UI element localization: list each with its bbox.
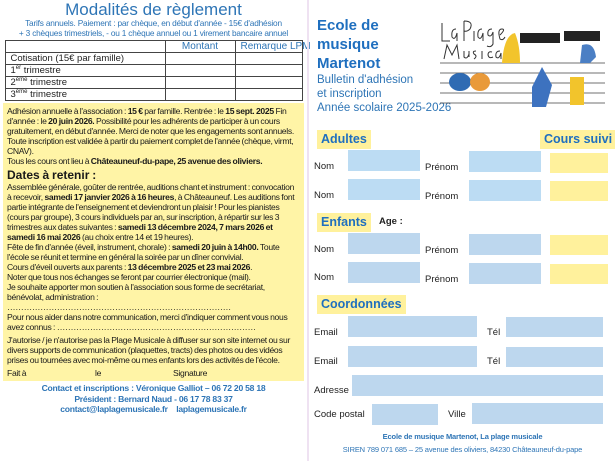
section-cours-suivi: Cours suivi (540, 130, 615, 149)
section-adultes: Adultes (317, 130, 371, 149)
bulletin-line-2: et inscription (317, 88, 382, 100)
dates-heading: Dates à retenir : (7, 168, 97, 182)
adult2-nom-field[interactable] (348, 179, 420, 200)
payment-panel: Modalités de règlement Tarifs annuels. P… (0, 0, 311, 461)
email-link[interactable]: contact@laplagemusicale.fr (60, 404, 168, 414)
email-label: Email (314, 327, 338, 338)
section-enfants: Enfants (317, 213, 371, 232)
adresse-field[interactable] (352, 375, 603, 396)
ville-label: Ville (448, 409, 466, 420)
remark-cell[interactable] (234, 52, 303, 65)
nom-label: Nom (314, 190, 335, 201)
amount-cell[interactable] (164, 64, 236, 77)
bulletin-line-1: Bulletin d'adhésion (317, 74, 414, 86)
child2-cours-field[interactable] (550, 264, 608, 284)
footer-school: Ecole de musique Martenot, La plage musi… (382, 432, 543, 441)
prenom-label: Prénom (425, 274, 459, 285)
adult1-cours-field[interactable] (550, 153, 608, 173)
table-row: 3ème trimestre (4, 88, 303, 101)
adult2-cours-field[interactable] (550, 181, 608, 201)
email1-field[interactable] (348, 316, 477, 337)
school-name-3: Martenot (317, 55, 381, 72)
table-row: Cotisation (15€ par famille) (4, 52, 303, 65)
nom-label: Nom (314, 244, 335, 255)
code-postal-label: Code postal (314, 409, 365, 420)
child1-prenom-field[interactable] (469, 234, 541, 255)
child2-prenom-field[interactable] (469, 263, 541, 284)
school-year: Année scolaire 2025-2026 (317, 102, 452, 114)
remark-cell[interactable] (234, 88, 303, 101)
adresse-label: Adresse (314, 385, 349, 396)
nom-label: Nom (314, 161, 335, 172)
remark-cell[interactable] (234, 76, 303, 89)
website-link[interactable]: laplagemusicale.fr (176, 404, 247, 414)
age-label: Age : (379, 216, 403, 227)
dates-eveil: Cours d'éveil ouverts aux parents : 13 d… (7, 262, 253, 272)
info-box: Adhésion annuelle à l'association : 15 €… (3, 103, 304, 381)
tel-label: Tél (487, 327, 501, 338)
contact-president: Président : Bernard Naud - 06 17 78 83 3… (74, 393, 233, 404)
adult2-prenom-field[interactable] (469, 180, 541, 201)
adult1-nom-field[interactable] (348, 150, 420, 171)
tariff-line-2: + 3 chèques trimestriels, - ou 1 chèque … (18, 27, 289, 38)
child1-nom-field[interactable] (348, 233, 420, 254)
table-row: 1er trimestre (4, 64, 303, 77)
location-info: Tous les cours ont lieu à Châteauneuf-du… (7, 156, 263, 166)
tel2-field[interactable] (506, 347, 603, 367)
remark-cell[interactable] (234, 64, 303, 77)
la-plage-musicale-logo (440, 20, 605, 107)
school-name-1: Ecole de (317, 17, 379, 34)
amount-cell[interactable] (164, 52, 236, 65)
email2-field[interactable] (348, 346, 477, 367)
dates-auditions: Assemblée générale, goûter de rentrée, a… (7, 182, 295, 242)
payment-title: Modalités de règlement (65, 0, 242, 19)
col-header-montant: Montant (164, 40, 236, 53)
tariff-line-1: Tarifs annuels. Paiement : par chèque, e… (25, 18, 282, 28)
tel-label: Tél (487, 356, 501, 367)
adult1-prenom-field[interactable] (469, 151, 541, 172)
ville-field[interactable] (472, 403, 603, 424)
tel1-field[interactable] (506, 317, 603, 337)
prenom-label: Prénom (425, 162, 459, 173)
nom-label: Nom (314, 272, 335, 283)
support-offer: Je souhaite apporter mon soutien à l'ass… (7, 282, 265, 312)
contact-inscriptions: Contact et inscriptions : Véronique Gall… (41, 383, 266, 393)
amount-cell[interactable] (164, 88, 236, 101)
footer-siren: SIREN 789 071 685 – 25 avenue des olivie… (342, 445, 583, 454)
email-label: Email (314, 356, 338, 367)
child1-cours-field[interactable] (550, 235, 608, 255)
col-header-remarque: Remarque LPM (234, 40, 311, 53)
how-found-us: Pour nous aider dans notre communication… (7, 312, 288, 332)
section-coordonnees: Coordonnées (317, 295, 406, 314)
page-divider (307, 0, 309, 461)
photo-authorization: J'autorise / je n'autorise pas la Plage … (7, 335, 291, 365)
prenom-label: Prénom (425, 191, 459, 202)
code-postal-field[interactable] (372, 404, 438, 425)
table-row: 2ème trimestre (4, 76, 303, 89)
amount-cell[interactable] (164, 76, 236, 89)
payment-table: Montant Remarque LPM Cotisation (15€ par … (4, 40, 311, 101)
col-header (4, 40, 166, 53)
child2-nom-field[interactable] (348, 262, 420, 283)
signature-line: Fait à le Signature (7, 368, 208, 378)
membership-info: Adhésion annuelle à l'association : 15 €… (7, 106, 294, 156)
prenom-label: Prénom (425, 245, 459, 256)
school-name-2: musique (317, 36, 379, 53)
email-note: Noter que tous nos échanges se feront pa… (7, 272, 251, 282)
dates-fete: Fête de fin d'année (éveil, instrument, … (7, 242, 280, 262)
